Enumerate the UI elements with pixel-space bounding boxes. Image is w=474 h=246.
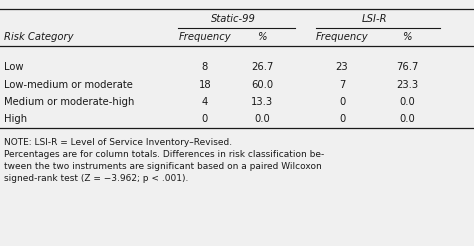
- Text: 76.7: 76.7: [396, 62, 418, 72]
- Text: Static-99: Static-99: [211, 14, 256, 24]
- Text: tween the two instruments are significant based on a paired Wilcoxon: tween the two instruments are significan…: [4, 162, 322, 171]
- Text: signed-rank test (Z = −3.962; p < .001).: signed-rank test (Z = −3.962; p < .001).: [4, 174, 188, 183]
- Text: 7: 7: [339, 80, 345, 90]
- Text: Low-medium or moderate: Low-medium or moderate: [4, 80, 133, 90]
- Text: Frequency: Frequency: [316, 32, 368, 42]
- Text: 23: 23: [336, 62, 348, 72]
- Text: 0.0: 0.0: [399, 114, 415, 124]
- Text: 0.0: 0.0: [399, 97, 415, 107]
- Text: 0: 0: [339, 97, 345, 107]
- Text: 60.0: 60.0: [251, 80, 273, 90]
- Text: %: %: [402, 32, 412, 42]
- Text: Frequency: Frequency: [179, 32, 231, 42]
- Text: 4: 4: [202, 97, 208, 107]
- Text: 13.3: 13.3: [251, 97, 273, 107]
- Text: High: High: [4, 114, 27, 124]
- Text: Medium or moderate-high: Medium or moderate-high: [4, 97, 134, 107]
- Text: 0.0: 0.0: [254, 114, 270, 124]
- Text: 0: 0: [202, 114, 208, 124]
- Text: LSI-R: LSI-R: [362, 14, 387, 24]
- Text: %: %: [257, 32, 267, 42]
- Text: 18: 18: [199, 80, 211, 90]
- Text: 8: 8: [202, 62, 208, 72]
- Text: NOTE: LSI-R = Level of Service Inventory–Revised.: NOTE: LSI-R = Level of Service Inventory…: [4, 138, 232, 147]
- Text: 0: 0: [339, 114, 345, 124]
- Text: Low: Low: [4, 62, 24, 72]
- Text: Risk Category: Risk Category: [4, 32, 73, 42]
- Text: 26.7: 26.7: [251, 62, 273, 72]
- Text: 23.3: 23.3: [396, 80, 418, 90]
- Text: Percentages are for column totals. Differences in risk classification be-: Percentages are for column totals. Diffe…: [4, 150, 324, 159]
